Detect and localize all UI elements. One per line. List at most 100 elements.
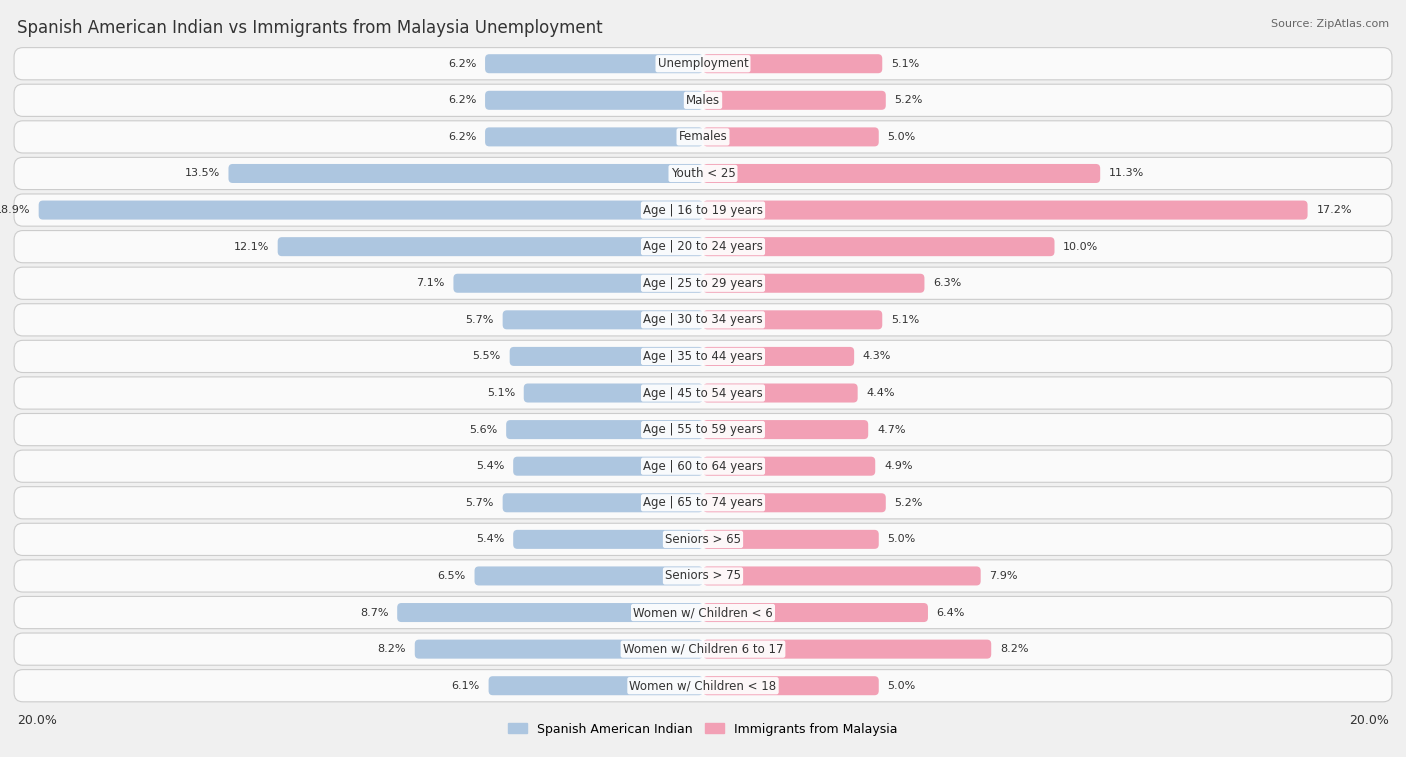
Text: Age | 16 to 19 years: Age | 16 to 19 years (643, 204, 763, 217)
FancyBboxPatch shape (703, 640, 991, 659)
FancyBboxPatch shape (398, 603, 703, 622)
Text: 11.3%: 11.3% (1109, 169, 1144, 179)
FancyBboxPatch shape (506, 420, 703, 439)
Text: Source: ZipAtlas.com: Source: ZipAtlas.com (1271, 19, 1389, 29)
FancyBboxPatch shape (489, 676, 703, 695)
FancyBboxPatch shape (14, 121, 1392, 153)
Text: 8.7%: 8.7% (360, 608, 388, 618)
Text: 5.1%: 5.1% (486, 388, 515, 398)
Text: 4.4%: 4.4% (866, 388, 896, 398)
FancyBboxPatch shape (703, 420, 869, 439)
Text: Women w/ Children 6 to 17: Women w/ Children 6 to 17 (623, 643, 783, 656)
FancyBboxPatch shape (703, 384, 858, 403)
FancyBboxPatch shape (510, 347, 703, 366)
Text: 5.0%: 5.0% (887, 132, 915, 142)
Text: 13.5%: 13.5% (184, 169, 219, 179)
FancyBboxPatch shape (14, 597, 1392, 628)
Text: 5.2%: 5.2% (894, 95, 922, 105)
FancyBboxPatch shape (703, 347, 855, 366)
FancyBboxPatch shape (485, 91, 703, 110)
FancyBboxPatch shape (503, 494, 703, 512)
Text: Age | 60 to 64 years: Age | 60 to 64 years (643, 459, 763, 472)
Text: 6.4%: 6.4% (936, 608, 965, 618)
FancyBboxPatch shape (14, 267, 1392, 299)
Legend: Spanish American Indian, Immigrants from Malaysia: Spanish American Indian, Immigrants from… (503, 718, 903, 740)
Text: Spanish American Indian vs Immigrants from Malaysia Unemployment: Spanish American Indian vs Immigrants fr… (17, 19, 603, 37)
FancyBboxPatch shape (513, 456, 703, 475)
FancyBboxPatch shape (454, 274, 703, 293)
FancyBboxPatch shape (703, 566, 981, 585)
Text: 5.6%: 5.6% (470, 425, 498, 435)
Text: 17.2%: 17.2% (1316, 205, 1351, 215)
FancyBboxPatch shape (14, 633, 1392, 665)
FancyBboxPatch shape (14, 450, 1392, 482)
Text: 6.2%: 6.2% (449, 59, 477, 69)
Text: Women w/ Children < 18: Women w/ Children < 18 (630, 679, 776, 692)
Text: Youth < 25: Youth < 25 (671, 167, 735, 180)
FancyBboxPatch shape (278, 237, 703, 256)
Text: Age | 45 to 54 years: Age | 45 to 54 years (643, 387, 763, 400)
Text: 5.0%: 5.0% (887, 534, 915, 544)
Text: 4.9%: 4.9% (884, 461, 912, 471)
Text: Females: Females (679, 130, 727, 143)
FancyBboxPatch shape (475, 566, 703, 585)
Text: Age | 20 to 24 years: Age | 20 to 24 years (643, 240, 763, 253)
Text: 5.0%: 5.0% (887, 681, 915, 690)
FancyBboxPatch shape (703, 274, 925, 293)
Text: 20.0%: 20.0% (1350, 714, 1389, 727)
FancyBboxPatch shape (14, 413, 1392, 446)
FancyBboxPatch shape (503, 310, 703, 329)
Text: 4.3%: 4.3% (863, 351, 891, 361)
Text: 4.7%: 4.7% (877, 425, 905, 435)
Text: 6.2%: 6.2% (449, 95, 477, 105)
FancyBboxPatch shape (14, 523, 1392, 556)
Text: Age | 65 to 74 years: Age | 65 to 74 years (643, 497, 763, 509)
FancyBboxPatch shape (703, 676, 879, 695)
FancyBboxPatch shape (703, 127, 879, 146)
Text: 7.1%: 7.1% (416, 279, 444, 288)
Text: 5.7%: 5.7% (465, 498, 494, 508)
FancyBboxPatch shape (703, 55, 883, 73)
FancyBboxPatch shape (703, 91, 886, 110)
Text: 5.7%: 5.7% (465, 315, 494, 325)
Text: Age | 30 to 34 years: Age | 30 to 34 years (643, 313, 763, 326)
FancyBboxPatch shape (14, 157, 1392, 189)
FancyBboxPatch shape (14, 560, 1392, 592)
FancyBboxPatch shape (703, 603, 928, 622)
FancyBboxPatch shape (703, 456, 875, 475)
FancyBboxPatch shape (14, 377, 1392, 409)
FancyBboxPatch shape (14, 48, 1392, 79)
FancyBboxPatch shape (14, 304, 1392, 336)
Text: 6.5%: 6.5% (437, 571, 465, 581)
Text: Seniors > 65: Seniors > 65 (665, 533, 741, 546)
Text: Age | 55 to 59 years: Age | 55 to 59 years (643, 423, 763, 436)
FancyBboxPatch shape (703, 237, 1054, 256)
Text: 6.3%: 6.3% (934, 279, 962, 288)
Text: 20.0%: 20.0% (17, 714, 56, 727)
Text: 5.2%: 5.2% (894, 498, 922, 508)
FancyBboxPatch shape (14, 487, 1392, 519)
Text: 5.4%: 5.4% (477, 461, 505, 471)
Text: 10.0%: 10.0% (1063, 241, 1098, 251)
Text: Unemployment: Unemployment (658, 58, 748, 70)
Text: 8.2%: 8.2% (1000, 644, 1029, 654)
FancyBboxPatch shape (14, 341, 1392, 372)
FancyBboxPatch shape (703, 164, 1099, 183)
Text: Males: Males (686, 94, 720, 107)
FancyBboxPatch shape (14, 231, 1392, 263)
FancyBboxPatch shape (485, 127, 703, 146)
FancyBboxPatch shape (524, 384, 703, 403)
Text: Age | 25 to 29 years: Age | 25 to 29 years (643, 277, 763, 290)
FancyBboxPatch shape (703, 310, 883, 329)
FancyBboxPatch shape (39, 201, 703, 220)
FancyBboxPatch shape (485, 55, 703, 73)
Text: 5.1%: 5.1% (891, 315, 920, 325)
FancyBboxPatch shape (14, 84, 1392, 117)
Text: 5.1%: 5.1% (891, 59, 920, 69)
FancyBboxPatch shape (229, 164, 703, 183)
Text: 6.1%: 6.1% (451, 681, 479, 690)
Text: 7.9%: 7.9% (990, 571, 1018, 581)
Text: 12.1%: 12.1% (233, 241, 269, 251)
Text: 5.4%: 5.4% (477, 534, 505, 544)
Text: Seniors > 75: Seniors > 75 (665, 569, 741, 582)
